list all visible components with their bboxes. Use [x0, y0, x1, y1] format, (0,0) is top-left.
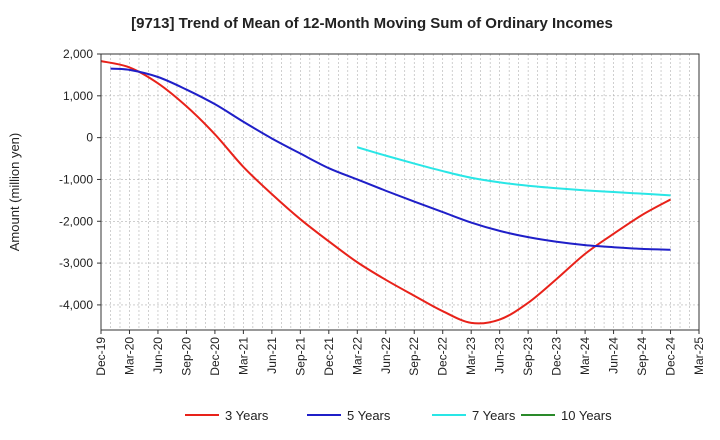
x-tick-label: Jun-24 [607, 337, 621, 374]
series-line-7-years [357, 146, 671, 197]
x-tick-label: Jun-21 [265, 337, 279, 374]
chart-title: [9713] Trend of Mean of 12-Month Moving … [131, 15, 613, 32]
y-tick-label: 2,000 [63, 47, 93, 61]
x-tick-label: Dec-19 [94, 337, 108, 376]
series-lines [100, 60, 672, 325]
legend-label-3-years: 3 Years [225, 408, 269, 423]
x-tick-label: Sep-23 [521, 337, 535, 376]
x-tick-label: Dec-20 [208, 337, 222, 376]
y-tick-label: -2,000 [59, 214, 93, 228]
x-tick-label: Jun-23 [493, 337, 507, 374]
x-tick-label: Sep-20 [179, 337, 193, 376]
x-tick-label: Dec-22 [436, 337, 450, 376]
legend-label-10-years: 10 Years [561, 408, 612, 423]
y-axis-label: Amount (million yen) [7, 133, 22, 252]
x-tick-label: Sep-24 [635, 337, 649, 376]
y-tick-label: -3,000 [59, 256, 93, 270]
x-axis: Dec-19 Mar-20 Jun-20 Sep-20 Dec-20 Mar-21 Jun-… [94, 330, 706, 376]
legend-label-5-years: 5 Years [347, 408, 391, 423]
y-tick-label: -1,000 [59, 172, 93, 186]
series-line-3-years [100, 60, 672, 325]
x-tick-label: Sep-21 [293, 337, 307, 376]
x-tick-label: Mar-23 [464, 337, 478, 375]
y-axis: 2,000 1,000 0 -1,000 -2,000 -3,000 -4,000 [59, 47, 101, 312]
plot-frame [100, 53, 700, 331]
gridlines [101, 54, 699, 330]
y-tick-label: 0 [86, 131, 93, 145]
series-line-5-years [110, 67, 671, 251]
x-tick-label: Mar-25 [692, 337, 706, 375]
x-tick-label: Dec-21 [322, 337, 336, 376]
x-tick-label: Mar-21 [236, 337, 250, 375]
x-tick-label: Mar-22 [350, 337, 364, 375]
x-tick-label: Sep-22 [407, 337, 421, 376]
x-tick-label: Mar-20 [122, 337, 136, 375]
x-tick-label: Dec-23 [550, 337, 564, 376]
x-tick-label: Jun-20 [151, 337, 165, 374]
x-tick-label: Jun-22 [379, 337, 393, 374]
y-tick-label: 1,000 [63, 89, 93, 103]
x-tick-label: Mar-24 [578, 337, 592, 375]
y-tick-label: -4,000 [59, 298, 93, 312]
legend: 3 Years 5 Years 7 Years 10 Years [185, 408, 612, 423]
x-tick-label: Dec-24 [664, 337, 678, 376]
legend-label-7-years: 7 Years [472, 408, 516, 423]
